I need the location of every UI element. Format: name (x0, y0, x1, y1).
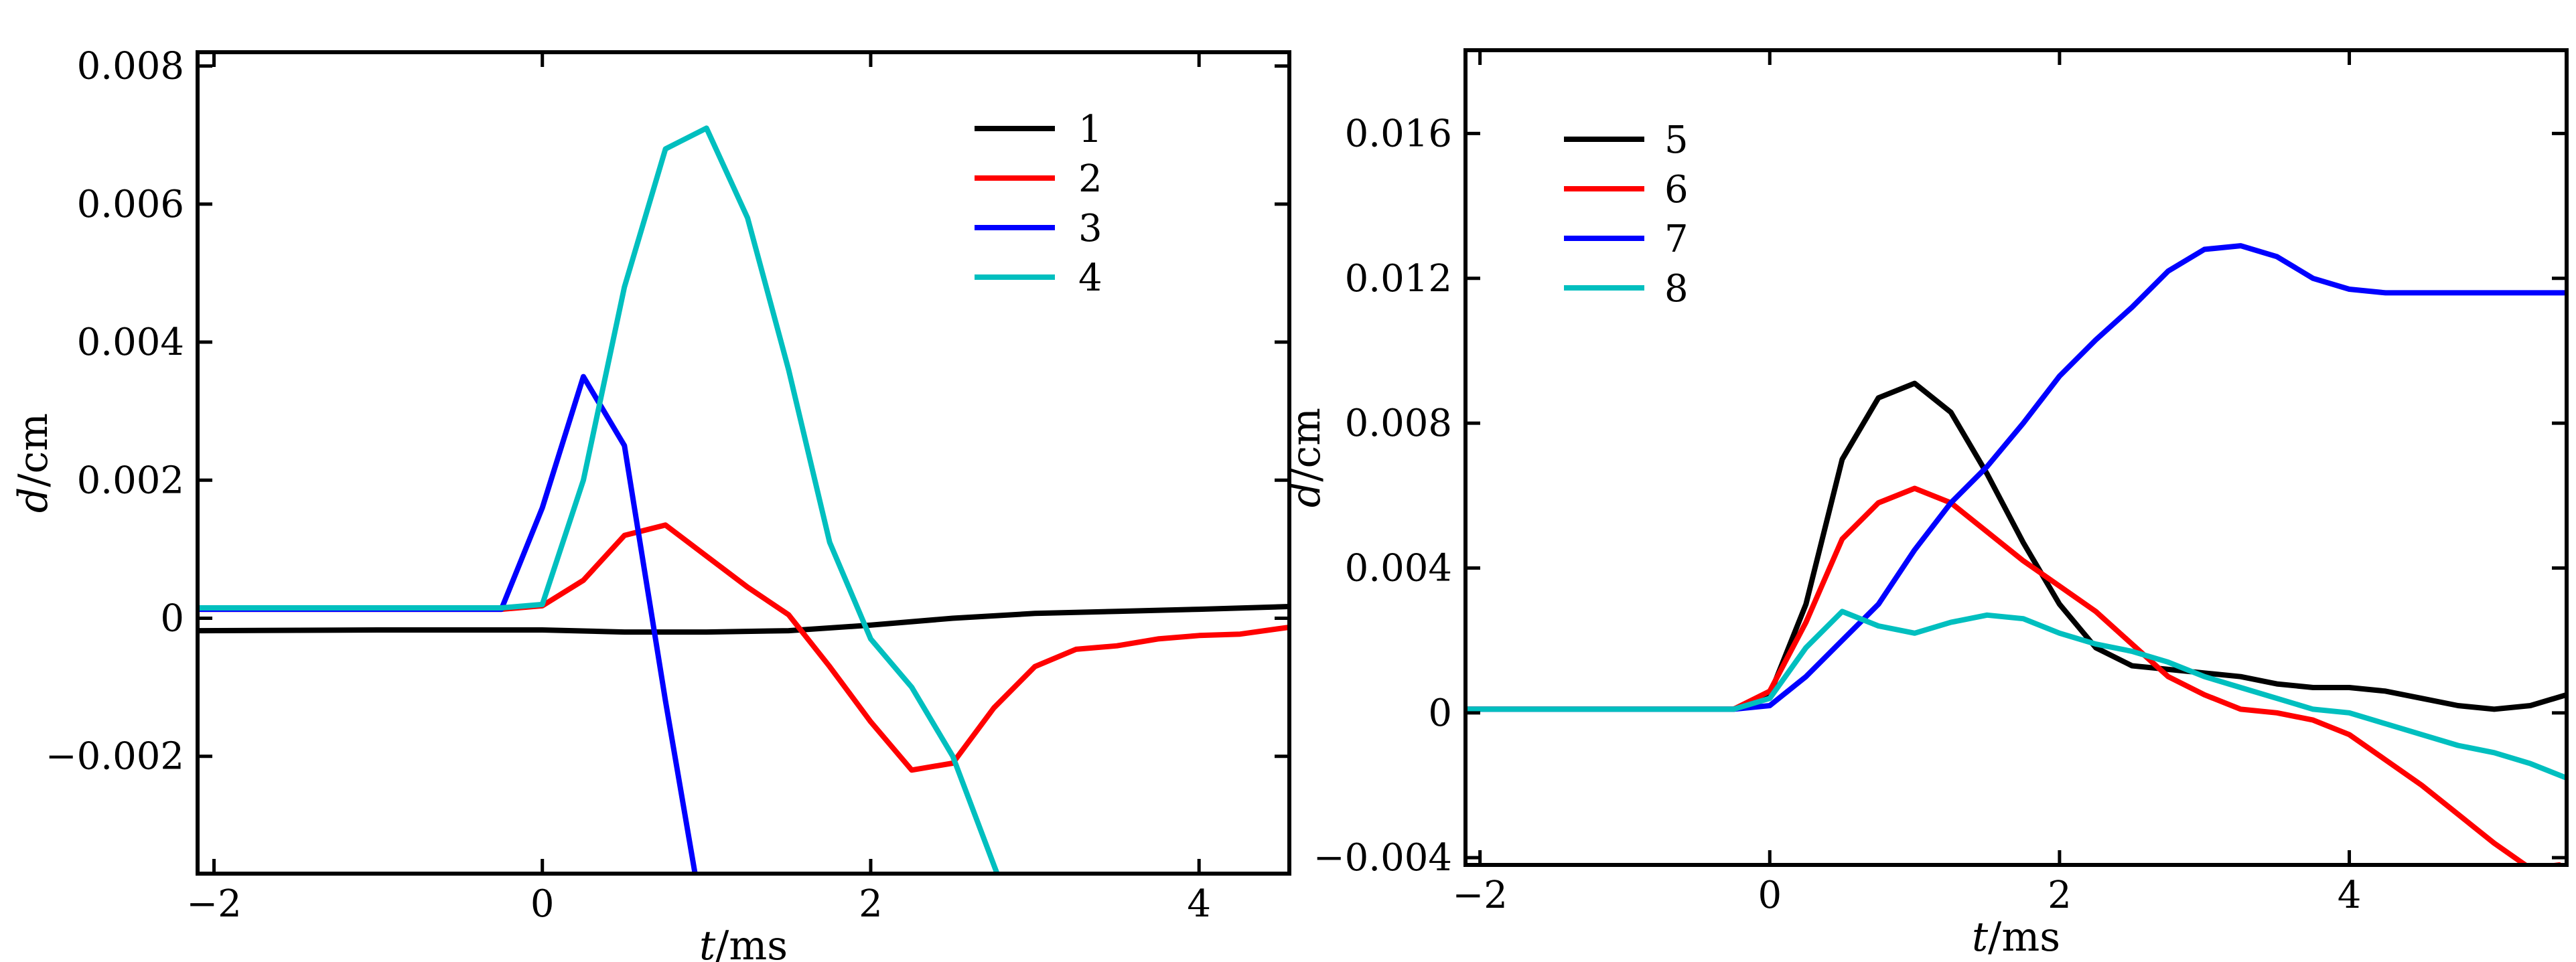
legend-label-8: 8 (1664, 267, 1689, 311)
y-tick-label: 0.012 (1345, 257, 1452, 301)
y-tick-label: 0 (1428, 692, 1452, 735)
y-tick-label: −0.002 (46, 735, 184, 779)
y-tick-label: 0.008 (77, 45, 184, 88)
y-tick-label: −0.004 (1313, 836, 1452, 880)
x-tick-label: 4 (2338, 874, 2362, 917)
series-line-8 (1465, 609, 2567, 781)
y-tick-label: 0.006 (77, 183, 184, 226)
series-lines (198, 125, 1289, 874)
legend-label-7: 7 (1664, 218, 1689, 261)
plot-frame (1463, 48, 2569, 867)
y-tick-label: 0 (160, 596, 184, 640)
left-chart-panel: −2 0 2 4 −0.002 0 0.002 0.004 0.006 0.008 t/ms d/cm… (10, 45, 1291, 962)
plot-frame (196, 50, 1291, 876)
series-lines (1465, 243, 2567, 865)
y-tick-label: 0.002 (77, 459, 184, 502)
y-tick-label: 0.008 (1345, 402, 1452, 445)
series-line-5 (1465, 380, 2567, 712)
legend-label-2: 2 (1078, 157, 1102, 201)
legend-label-4: 4 (1078, 256, 1102, 300)
x-axis-label: t/ms (699, 923, 788, 962)
x-tick-label: 4 (1187, 882, 1211, 926)
series-line-4 (198, 125, 1000, 874)
x-axis-label: t/ms (1972, 914, 2060, 961)
legend: 1 2 3 4 (975, 108, 1102, 300)
x-tick-label: 2 (859, 882, 883, 926)
right-chart-panel: −2 0 2 4 −0.004 0 0.004 0.008 0.012 0.016 t/ms d/cm… (1283, 48, 2569, 961)
x-tick-label: −2 (186, 882, 242, 926)
x-tick-label: 0 (530, 882, 555, 926)
y-axis-label: d/cm (1283, 408, 1330, 507)
x-tick-label: −2 (1452, 874, 1508, 917)
legend: 5 6 7 8 (1564, 118, 1689, 311)
y-tick-label: 0.004 (1345, 546, 1452, 590)
legend-label-5: 5 (1664, 118, 1689, 162)
series-line-3 (198, 374, 698, 874)
legend-label-6: 6 (1664, 168, 1689, 212)
series-line-2 (198, 522, 1289, 773)
x-tick-label: 0 (1758, 874, 1782, 917)
series-line-6 (1465, 485, 2563, 865)
series-line-1 (198, 604, 1289, 635)
legend-label-1: 1 (1078, 108, 1102, 151)
y-tick-label: 0.016 (1345, 112, 1452, 155)
series-line-7 (1465, 243, 2567, 712)
y-axis-label: d/cm (10, 413, 57, 513)
y-tick-label: 0.004 (77, 321, 184, 364)
legend-label-3: 3 (1078, 207, 1102, 250)
x-tick-label: 2 (2048, 874, 2072, 917)
